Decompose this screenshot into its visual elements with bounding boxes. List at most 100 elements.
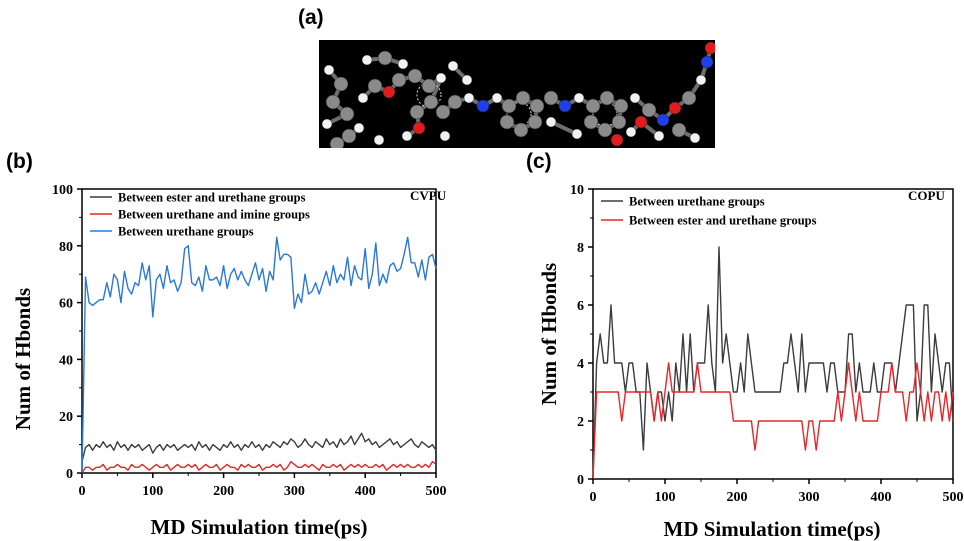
cvpu-legend-label-0: Between ester and urethane groups bbox=[118, 191, 306, 205]
atom bbox=[357, 92, 369, 104]
atom bbox=[463, 92, 475, 104]
chart-cvpu: 0 100 200 300 400 500 0 20 40 60 80 100 Between est… bbox=[11, 183, 447, 539]
atom bbox=[373, 134, 385, 146]
atom bbox=[543, 90, 559, 106]
atom bbox=[377, 50, 393, 66]
atom bbox=[629, 92, 641, 104]
atom bbox=[321, 118, 333, 130]
atom bbox=[671, 122, 687, 138]
atom bbox=[681, 90, 697, 106]
x-tick-label: 300 bbox=[284, 484, 305, 499]
atom bbox=[585, 98, 601, 114]
atom bbox=[353, 122, 365, 134]
atom bbox=[329, 136, 345, 148]
atom bbox=[704, 41, 715, 55]
atom bbox=[634, 115, 648, 129]
atom bbox=[656, 113, 670, 127]
cvpu-series-line-1 bbox=[81, 460, 437, 474]
chart-cvpu-tag: CVPU bbox=[410, 188, 447, 203]
y-tick-label: 2 bbox=[577, 415, 584, 430]
x-tick-label: 200 bbox=[213, 484, 234, 499]
atom bbox=[501, 98, 517, 114]
y-tick-label: 8 bbox=[577, 241, 584, 256]
atom bbox=[583, 114, 599, 130]
cvpu-series-line-0 bbox=[81, 432, 437, 462]
atom bbox=[391, 72, 407, 88]
chart-cvpu-ticks: 0 100 200 300 400 500 0 20 40 60 80 100 bbox=[52, 183, 447, 499]
x-tick-label: 300 bbox=[799, 490, 820, 505]
atom bbox=[476, 99, 490, 113]
atom bbox=[439, 130, 451, 142]
copu-series-line-0 bbox=[592, 246, 954, 480]
x-tick-label: 200 bbox=[727, 490, 748, 505]
y-tick-label: 80 bbox=[59, 240, 73, 255]
atom bbox=[610, 133, 624, 147]
atom bbox=[499, 114, 515, 130]
chart-cvpu-ylabel: Num of Hbonds bbox=[11, 288, 35, 430]
chart-copu-series bbox=[592, 246, 954, 480]
y-tick-label: 6 bbox=[577, 299, 584, 314]
copu-legend-label-0: Between urethane groups bbox=[629, 195, 765, 209]
atom bbox=[653, 130, 665, 142]
chart-cvpu-series bbox=[81, 236, 437, 474]
atom bbox=[382, 85, 396, 99]
atom bbox=[613, 98, 629, 114]
y-tick-label: 60 bbox=[59, 297, 73, 312]
atom bbox=[515, 90, 531, 106]
x-tick-label: 500 bbox=[426, 484, 447, 499]
atom bbox=[611, 114, 627, 130]
atom bbox=[668, 101, 682, 115]
atom bbox=[339, 106, 355, 122]
x-tick-label: 100 bbox=[142, 484, 163, 499]
x-tick-label: 400 bbox=[355, 484, 376, 499]
atom bbox=[323, 64, 335, 76]
y-tick-label: 10 bbox=[570, 183, 584, 198]
atom bbox=[599, 90, 615, 106]
panel-label-b: (b) bbox=[6, 150, 33, 173]
atom bbox=[397, 58, 409, 70]
plot-frame bbox=[592, 188, 954, 480]
atom bbox=[545, 116, 557, 128]
panel-label-a: (a) bbox=[298, 6, 324, 29]
y-tick-label: 20 bbox=[59, 410, 73, 425]
atom bbox=[361, 54, 373, 66]
x-tick-label: 0 bbox=[79, 484, 86, 499]
chart-cvpu-legend: Between ester and urethane groups Between… bbox=[90, 191, 310, 239]
atom bbox=[409, 104, 425, 120]
chart-copu: 0 100 200 300 400 500 0 2 4 6 8 10 Between urethane… bbox=[537, 183, 964, 541]
atom bbox=[625, 126, 637, 138]
atom bbox=[325, 94, 341, 110]
y-tick-label: 0 bbox=[577, 473, 584, 488]
chart-copu-axes bbox=[592, 188, 954, 480]
atom bbox=[407, 68, 423, 84]
atom bbox=[700, 55, 714, 69]
atom bbox=[513, 122, 529, 138]
x-tick-label: 0 bbox=[590, 490, 597, 505]
chart-copu-xlabel: MD Simulation time(ps) bbox=[664, 517, 881, 541]
atom bbox=[491, 92, 503, 104]
y-tick-label: 0 bbox=[66, 467, 73, 482]
molecular-structure-image bbox=[319, 40, 715, 148]
chart-cvpu-xlabel: MD Simulation time(ps) bbox=[151, 515, 368, 539]
y-tick-label: 40 bbox=[59, 353, 73, 368]
atom bbox=[527, 114, 543, 130]
cvpu-legend-label-1: Between urethane and imine groups bbox=[118, 208, 310, 222]
x-tick-label: 400 bbox=[871, 490, 892, 505]
atom bbox=[435, 72, 447, 84]
x-tick-label: 500 bbox=[943, 490, 964, 505]
chart-copu-ticks: 0 100 200 300 400 500 0 2 4 6 8 10 bbox=[570, 183, 964, 505]
cvpu-legend-label-2: Between urethane groups bbox=[118, 225, 254, 239]
atom bbox=[333, 76, 349, 92]
molecule-atoms bbox=[321, 41, 715, 148]
copu-series-line-1 bbox=[592, 362, 954, 480]
y-tick-label: 100 bbox=[52, 183, 73, 198]
atom bbox=[558, 99, 572, 113]
y-tick-label: 4 bbox=[577, 357, 584, 372]
atom bbox=[529, 98, 545, 114]
atom bbox=[689, 132, 701, 144]
atom bbox=[695, 74, 707, 86]
atom bbox=[461, 74, 473, 86]
atom bbox=[571, 128, 583, 140]
chart-copu-tag: COPU bbox=[908, 188, 945, 203]
x-tick-label: 100 bbox=[655, 490, 676, 505]
